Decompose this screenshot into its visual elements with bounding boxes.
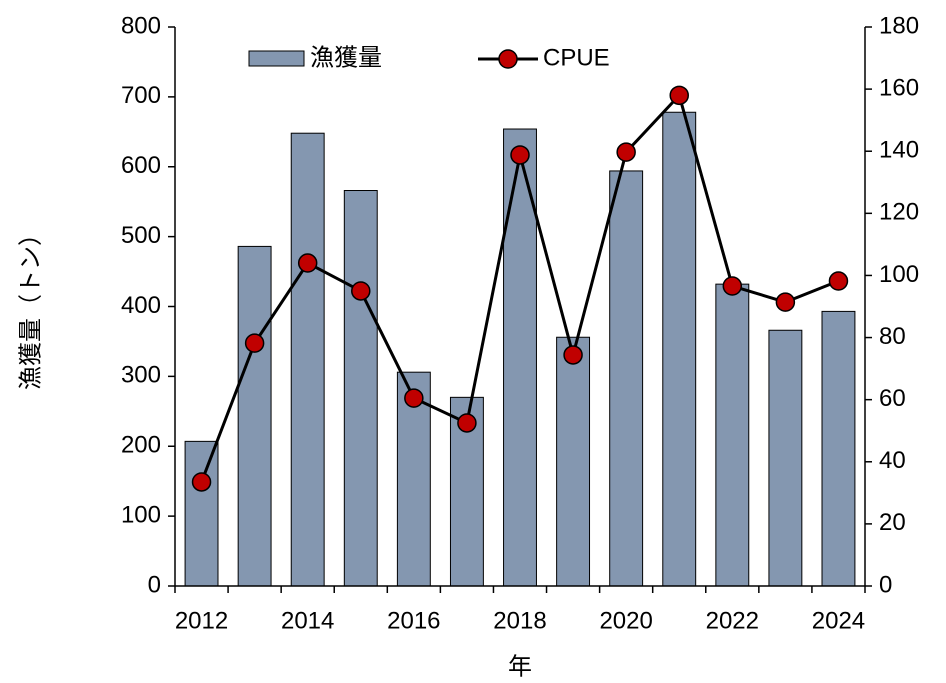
y-tick-label: 200 xyxy=(121,432,161,459)
cpue-marker xyxy=(616,142,636,162)
bar xyxy=(609,170,644,587)
y2-tick-label: 160 xyxy=(879,74,919,101)
legend-swatch xyxy=(248,50,305,67)
x-tick-label: 2016 xyxy=(387,607,440,634)
cpue-marker xyxy=(244,333,265,353)
y2-tick-label: 100 xyxy=(879,261,919,288)
cpue-marker xyxy=(669,85,689,106)
bar xyxy=(556,336,591,587)
y-tick-label: 0 xyxy=(148,571,161,598)
y2-tick-label: 180 xyxy=(879,12,919,39)
bar xyxy=(290,132,325,587)
x-tick-label: 2014 xyxy=(281,607,334,634)
y-tick-label: 700 xyxy=(121,82,161,109)
bar xyxy=(662,111,697,587)
x-tick-label: 2018 xyxy=(493,607,546,634)
y-tick-label: 400 xyxy=(121,292,161,319)
cpue-marker xyxy=(191,472,212,492)
x-tick-label: 2012 xyxy=(175,607,228,634)
y-tick-label: 300 xyxy=(121,362,161,389)
bar xyxy=(768,329,803,587)
y-tick-label: 500 xyxy=(121,222,161,249)
cpue-marker xyxy=(828,271,849,291)
cpue-marker xyxy=(510,145,530,165)
cpue-marker xyxy=(563,345,583,365)
bar xyxy=(715,283,750,587)
legend-label: CPUE xyxy=(543,44,610,71)
x-axis-label: 年 xyxy=(508,653,532,680)
cpue-marker xyxy=(297,253,318,273)
cpue-marker xyxy=(457,413,477,433)
bar xyxy=(184,440,219,587)
x-tick-label: 2020 xyxy=(599,607,652,634)
legend-marker xyxy=(498,49,518,69)
y-axis-label: 漁獲量（トン） xyxy=(17,222,44,390)
y2-tick-label: 120 xyxy=(879,199,919,226)
bar xyxy=(343,190,378,587)
y2-tick-label: 80 xyxy=(879,323,906,350)
cpue-marker xyxy=(404,388,424,408)
y-tick-label: 800 xyxy=(121,12,161,39)
cpue-marker xyxy=(722,276,743,296)
cpue-marker xyxy=(775,292,796,312)
y-tick-label: 600 xyxy=(121,152,161,179)
y2-tick-label: 40 xyxy=(879,447,906,474)
y2-tick-label: 0 xyxy=(879,571,892,598)
x-tick-label: 2024 xyxy=(812,607,865,634)
y2-tick-label: 60 xyxy=(879,385,906,412)
y2-tick-label: 140 xyxy=(879,137,919,164)
bar xyxy=(821,310,856,587)
legend-label: 漁獲量 xyxy=(310,44,382,71)
bar xyxy=(237,245,272,587)
y2-tick-label: 20 xyxy=(879,509,906,536)
y-tick-label: 100 xyxy=(121,501,161,528)
x-tick-label: 2022 xyxy=(706,607,759,634)
cpue-marker xyxy=(351,281,371,301)
